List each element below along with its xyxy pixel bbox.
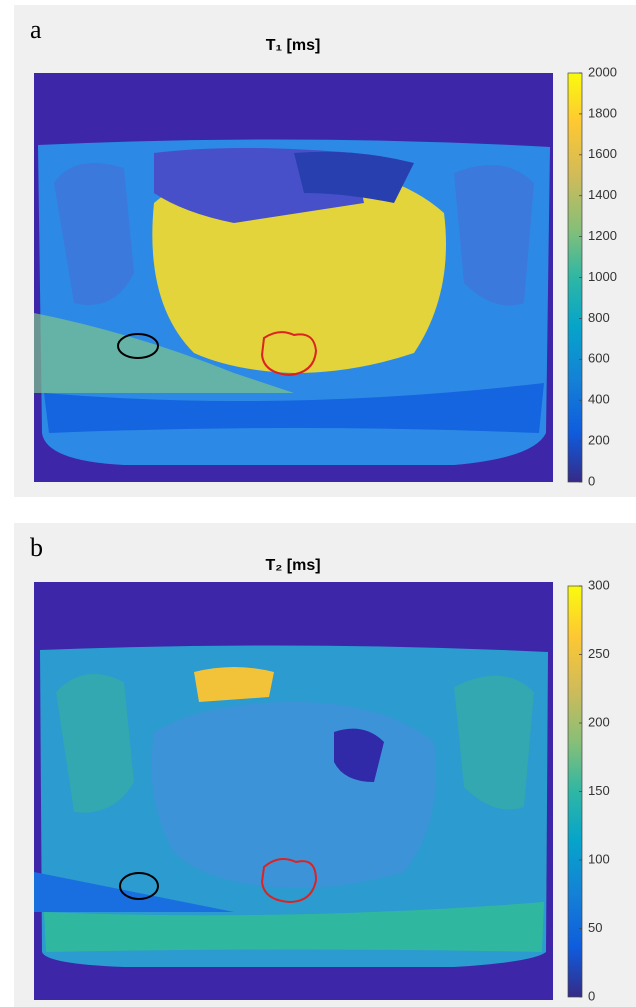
colorbar-tick-label: 1400 bbox=[588, 187, 617, 202]
map bbox=[34, 73, 553, 482]
colorbar-tick-label: 100 bbox=[588, 851, 610, 866]
colorbar-tick-label: 1200 bbox=[588, 228, 617, 243]
figure: a T₁ [ms] b T₂ [ms] bbox=[0, 0, 636, 1007]
colorbar-tick-label: 800 bbox=[588, 310, 610, 325]
colorbar-tick-label: 1600 bbox=[588, 146, 617, 161]
panel-title: T₂ [ms] bbox=[265, 557, 320, 574]
colorbar-tick-label: 250 bbox=[588, 646, 610, 661]
panel-label: b bbox=[30, 533, 43, 562]
colorbar-tick-label: 300 bbox=[588, 577, 610, 592]
colorbar-tick-label: 150 bbox=[588, 783, 610, 798]
colorbar-tick-label: 400 bbox=[588, 392, 610, 407]
colorbar-tick-label: 200 bbox=[588, 433, 610, 448]
colorbar-tick-label: 600 bbox=[588, 351, 610, 366]
map bbox=[34, 582, 553, 1000]
colorbar-tick-label: 50 bbox=[588, 920, 602, 935]
panel-title: T₁ [ms] bbox=[266, 37, 321, 54]
colorbar-tick-label: 0 bbox=[588, 988, 595, 1003]
panel: a T₁ [ms] bbox=[14, 5, 636, 497]
panel: b T₂ [ms] bbox=[14, 523, 636, 1007]
panel-label: a bbox=[30, 15, 42, 44]
colorbar-tick-label: 2000 bbox=[588, 64, 617, 79]
colorbar-tick-label: 0 bbox=[588, 473, 595, 488]
colorbar-tick-label: 200 bbox=[588, 714, 610, 729]
colorbar-tick-label: 1000 bbox=[588, 269, 617, 284]
colorbar-tick-label: 1800 bbox=[588, 105, 617, 120]
